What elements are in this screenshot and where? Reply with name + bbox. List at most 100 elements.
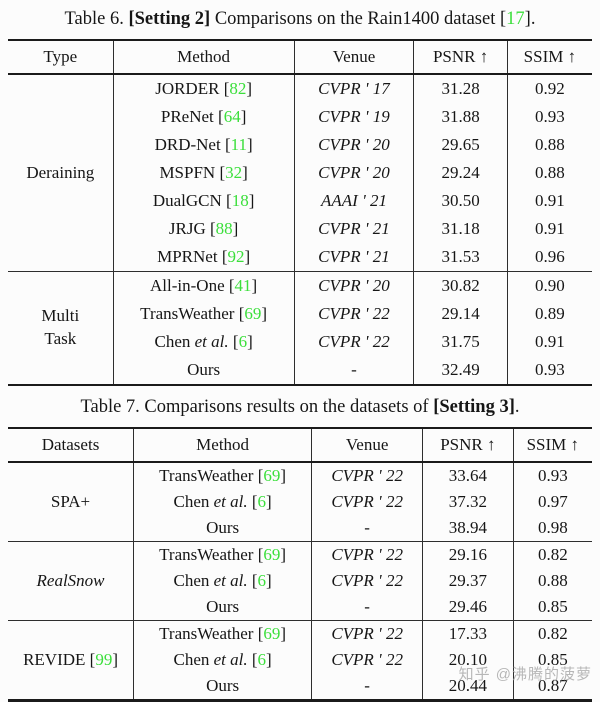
method-cell: TransWeather [69] — [133, 541, 312, 568]
venue-cell: CVPR ' 20 — [293, 131, 414, 159]
venue-cell: CVPR ' 22 — [311, 541, 423, 568]
table-row: Ours -29.46 0.85 — [8, 594, 592, 621]
table-row: Chen et al. [6] CVPR ' 22 20.10 0.85 — [8, 647, 592, 673]
method-cell: MSPFN [32] — [112, 159, 295, 187]
venue-cell: CVPR ' 17 — [293, 73, 414, 103]
venue-cell: CVPR ' 20 — [293, 159, 414, 187]
table-row: Ours -38.94 0.98 — [8, 515, 592, 542]
table-row: REVIDE [99] TransWeather [69] CVPR ' 22 17.… — [8, 620, 592, 701]
ssim-cell: 0.96 — [506, 243, 592, 272]
ssim-cell: 0.97 — [512, 489, 592, 515]
citation-link[interactable]: 6 — [257, 492, 267, 511]
ssim-cell: 0.85 — [512, 647, 592, 673]
ssim-cell: 0.91 — [506, 215, 592, 243]
column-header: PSNR ↑ — [422, 428, 514, 463]
column-header: PSNR ↑ — [413, 40, 508, 75]
venue-cell: - — [311, 673, 423, 701]
psnr-cell: 31.28 — [413, 73, 508, 103]
citation-link[interactable]: 82 — [229, 79, 247, 98]
venue-cell: - — [293, 356, 414, 385]
method-cell: Chen et al. [6] — [112, 328, 295, 356]
psnr-cell: 29.16 — [422, 541, 514, 568]
method-cell: Chen et al. [6] — [133, 568, 312, 594]
method-cell: Ours — [133, 673, 312, 701]
venue-cell: CVPR ' 22 — [311, 489, 423, 515]
caption-text: [Setting 2] — [128, 9, 211, 29]
method-cell: Chen et al. [6] — [133, 489, 312, 515]
column-header: Venue — [293, 40, 414, 75]
method-cell: DualGCN [18] — [112, 187, 295, 215]
column-header: Method — [112, 40, 295, 75]
method-cell: JRJG [88] — [112, 215, 295, 243]
column-header: Venue — [311, 428, 423, 463]
ssim-cell: 0.88 — [506, 131, 592, 159]
method-cell: DRD-Net [11] — [112, 131, 295, 159]
citation-link[interactable]: 6 — [257, 650, 267, 669]
ssim-cell: 0.91 — [506, 328, 592, 356]
table6-caption: Table 6. [Setting 2] Comparisons on the … — [8, 7, 592, 32]
ssim-cell: 0.93 — [506, 103, 592, 131]
citation-link[interactable]: 88 — [215, 219, 233, 238]
table-row: PReNet [64] CVPR ' 19 31.88 0.93 — [8, 103, 592, 131]
table-row: Ours -32.49 0.93 — [8, 356, 592, 385]
psnr-cell: 29.14 — [413, 300, 508, 328]
caption-text: Table 7. Comparisons results on the data… — [80, 397, 434, 417]
table-row: SPA+ TransWeather [69] CVPR ' 22 33.64 0.93 — [8, 461, 592, 542]
citation-link[interactable]: 69 — [263, 466, 281, 485]
ssim-cell: 0.89 — [506, 300, 592, 328]
method-cell: JORDER [82] — [112, 73, 295, 103]
citation-link[interactable]: 32 — [225, 163, 243, 182]
citation-link[interactable]: 69 — [244, 304, 262, 323]
psnr-cell: 31.88 — [413, 103, 508, 131]
method-cell: TransWeather [69] — [133, 461, 312, 489]
psnr-cell: 20.10 — [422, 647, 514, 673]
citation-link[interactable]: 69 — [263, 624, 281, 643]
citation-link[interactable]: 64 — [223, 107, 241, 126]
citation-link[interactable]: 92 — [227, 247, 245, 266]
psnr-cell: 37.32 — [422, 489, 514, 515]
caption-text: Comparisons on the Rain1400 dataset [ — [210, 9, 507, 29]
caption-text: Table 6. — [64, 9, 129, 29]
psnr-cell: 29.46 — [422, 594, 514, 621]
column-header: SSIM ↑ — [506, 40, 592, 75]
psnr-cell: 29.37 — [422, 568, 514, 594]
caption-text: . — [514, 397, 520, 417]
venue-cell: CVPR ' 20 — [293, 271, 414, 300]
header-row: Datasets Method Venue PSNR ↑ SSIM ↑ — [8, 428, 592, 463]
venue-cell: AAAI ' 21 — [293, 187, 414, 215]
table-row: TransWeather [69] CVPR ' 22 29.14 0.89 — [8, 300, 592, 328]
table6-comparison-table: Type Method Venue PSNR ↑ SSIM ↑ Deraining JORD… — [8, 39, 592, 386]
ssim-cell: 0.82 — [512, 541, 592, 568]
ssim-cell: 0.88 — [512, 568, 592, 594]
method-cell: Ours — [112, 356, 295, 385]
ssim-cell: 0.82 — [512, 620, 592, 647]
method-cell: MPRNet [92] — [112, 243, 295, 272]
venue-cell: CVPR ' 21 — [293, 215, 414, 243]
citation-link[interactable]: 11 — [230, 135, 247, 154]
table-row: Ours -20.44 0.87 — [8, 673, 592, 701]
table7-comparison-table: Datasets Method Venue PSNR ↑ SSIM ↑ SPA+ Trans… — [8, 427, 592, 702]
psnr-cell: 38.94 — [422, 515, 514, 542]
psnr-cell: 32.49 — [413, 356, 508, 385]
venue-cell: CVPR ' 22 — [293, 328, 414, 356]
psnr-cell: 29.24 — [413, 159, 508, 187]
citation-link[interactable]: 6 — [257, 571, 267, 590]
table-row: Chen et al. [6] CVPR ' 22 31.75 0.91 — [8, 328, 592, 356]
table-row: JRJG [88] CVPR ' 21 31.18 0.91 — [8, 215, 592, 243]
table7-caption: Table 7. Comparisons results on the data… — [8, 395, 592, 420]
citation-link[interactable]: 99 — [95, 649, 113, 669]
citation-link[interactable]: 41 — [234, 276, 252, 295]
citation-link[interactable]: 18 — [231, 191, 249, 210]
citation-link[interactable]: 6 — [238, 332, 248, 351]
venue-cell: CVPR ' 21 — [293, 243, 414, 272]
venue-cell: CVPR ' 22 — [311, 647, 423, 673]
citation-link[interactable]: 69 — [263, 545, 281, 564]
ssim-cell: 0.85 — [512, 594, 592, 621]
caption-text: [Setting 3] — [433, 397, 515, 417]
citation-link[interactable]: 17 — [506, 9, 525, 29]
venue-cell: CVPR ' 22 — [311, 568, 423, 594]
column-header: SSIM ↑ — [512, 428, 592, 463]
table-row: DualGCN [18] AAAI ' 21 30.50 0.91 — [8, 187, 592, 215]
ssim-cell: 0.93 — [512, 461, 592, 489]
